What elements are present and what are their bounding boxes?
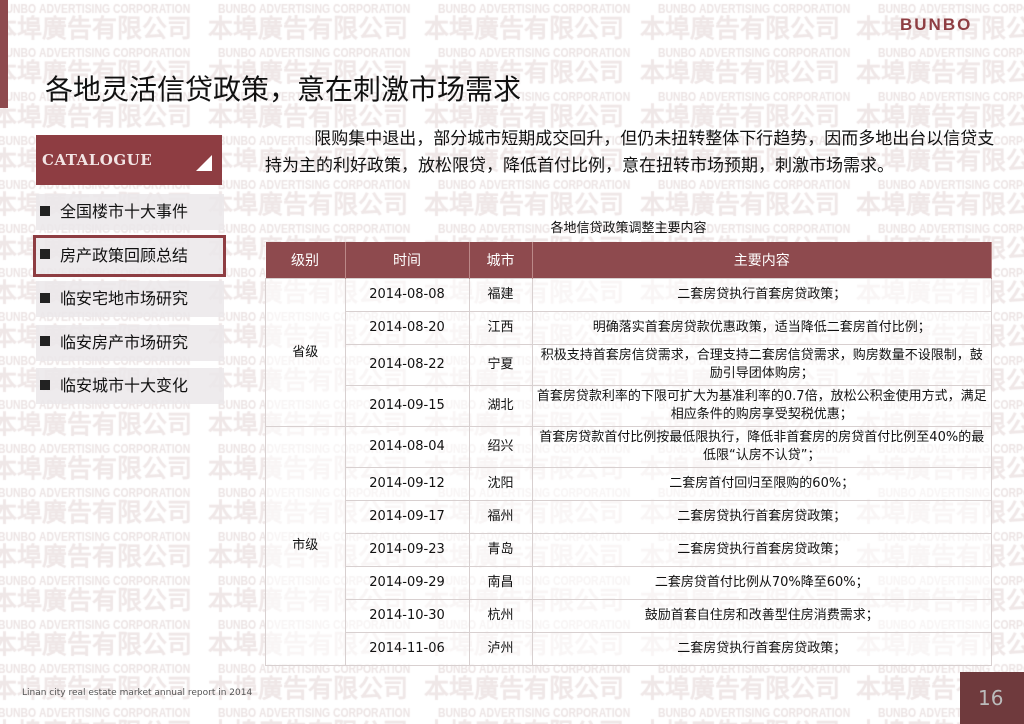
date-cell: 2014-08-22 [344,344,470,386]
catalogue-item-label: 临安城市十大变化 [60,376,189,395]
date-cell: 2014-11-06 [344,632,470,666]
footer-text: Linan city real estate market annual rep… [22,688,253,698]
city-cell: 杭州 [468,599,533,633]
table-row: 2014-10-30 杭州 鼓励首套自住房和改善型住房消费需求； [266,599,992,633]
catalogue-header: CATALOGUE [36,135,222,185]
content-cell: 二套房贷执行首套房贷政策； [531,278,992,312]
bullet-square-icon [40,336,50,346]
city-cell: 福建 [468,278,533,312]
content-cell: 二套房首付回归至限购的60%； [531,467,992,501]
content-cell: 首套房贷款利率的下限可扩大为基准利率的0.7倍，放松公积金使用方式，满足相应条件… [531,385,992,427]
city-cell: 湖北 [468,385,533,427]
date-cell: 2014-09-29 [344,566,470,600]
table-row: 2014-09-23 青岛 二套房贷执行首套房贷政策； [266,533,992,567]
date-cell: 2014-09-15 [344,385,470,427]
city-cell: 宁夏 [468,344,533,386]
city-cell: 南昌 [468,566,533,600]
content-cell: 二套房贷首付比例从70%降至60%； [531,566,992,600]
table-row: 省级 2014-08-08 福建 二套房贷执行首套房贷政策； [265,278,992,427]
table-header-row: 级别 时间 城市 主要内容 [265,242,992,279]
page-number-box: 16 [960,672,1024,724]
city-cell: 福州 [468,500,533,534]
catalogue-item-label: 临安房产市场研究 [60,332,189,352]
bullet-square-icon [40,292,50,303]
content-cell: 积极支持首套房信贷需求，合理支持二套房信贷需求，购房数量不设限制，鼓励引导团体购… [531,344,992,386]
catalogue-item-label: 房产政策回顾总结 [60,245,189,265]
bunbo-logo: BUNBO [900,15,973,34]
table-row: 2014-08-22 宁夏 积极支持首套房信贷需求，合理支持二套房信贷需求，购房数量… [266,344,992,386]
col-date: 时间 [345,242,470,279]
accent-bar [0,0,8,108]
catalogue-item-label: 全国楼市十大事件 [60,202,189,221]
content-cell: 二套房贷执行首套房贷政策； [531,632,992,666]
table-row: 市级 2014-08-04 绍兴 首套房贷款首付比例按最低限执行，降低非首套房的房贷首… [265,426,992,666]
date-cell: 2014-08-08 [344,278,470,312]
catalogue-item[interactable]: 全国楼市十大事件 [36,194,224,230]
date-cell: 2014-09-12 [344,467,470,501]
col-level: 级别 [265,242,346,279]
catalogue-item-label: 临安宅地市场研究 [60,289,189,308]
table-row: 2014-09-29 南昌 二套房贷首付比例从70%降至60%； [266,566,992,600]
date-cell: 2014-08-04 [344,426,470,468]
level-cell: 省级 [265,278,346,427]
table-title: 各地信贷政策调整主要内容 [550,221,707,236]
table-row: 2014-09-12 沈阳 二套房首付回归至限购的60%； [266,467,992,501]
page-title: 各地灵活信贷政策，意在刺激市场需求 [45,73,522,106]
content-cell: 鼓励首套自住房和改善型住房消费需求； [531,599,992,633]
page-number: 16 [978,686,1004,710]
table-row: 2014-08-20 江西 明确落实首套房贷款优惠政策，适当降低二套房首付比例； [266,311,992,345]
bullet-square-icon [40,249,50,259]
city-cell: 青岛 [468,533,533,567]
policy-table: 级别 时间 城市 主要内容 省级 2014-08-08 福建 二套房贷执行首套房贷政策… [265,242,992,666]
date-cell: 2014-09-17 [344,500,470,534]
table-row: 2014-09-17 福州 二套房贷执行首套房贷政策； [266,500,992,534]
catalogue-heading: CATALOGUE [42,151,153,169]
bullet-square-icon [40,205,50,216]
col-city: 城市 [469,242,533,279]
col-content: 主要内容 [532,242,992,279]
content-cell: 二套房贷执行首套房贷政策； [531,533,992,567]
catalogue-item[interactable]: 临安宅地市场研究 [36,281,224,317]
table-row: 2014-11-06 泸州 二套房贷执行首套房贷政策； [266,632,992,666]
table-row: 2014-09-15 湖北 首套房贷款利率的下限可扩大为基准利率的0.7倍，放松公积… [266,385,992,427]
catalogue-item[interactable]: 临安城市十大变化 [36,368,224,404]
content-cell: 明确落实首套房贷款优惠政策，适当降低二套房首付比例； [531,311,992,345]
catalogue-item[interactable]: 临安房产市场研究 [36,324,224,361]
city-cell: 沈阳 [468,467,533,501]
date-cell: 2014-08-20 [344,311,470,345]
date-cell: 2014-10-30 [344,599,470,633]
content-cell: 二套房贷执行首套房贷政策； [531,500,992,534]
city-cell: 绍兴 [468,426,533,468]
city-cell: 泸州 [468,632,533,666]
level-cell: 市级 [265,426,346,666]
catalogue-item[interactable]: 房产政策回顾总结 [33,234,226,277]
bullet-square-icon [40,379,50,390]
city-cell: 江西 [468,311,533,345]
corner-triangle-icon [196,155,212,171]
date-cell: 2014-09-23 [344,533,470,567]
content-cell: 首套房贷款首付比例按最低限执行，降低非首套房的房贷首付比例至40%的最低限“认房… [531,426,992,468]
intro-paragraph: 限购集中退出，部分城市短期成交回升，但仍未扭转整体下行趋势，因而多地出台以信贷支… [265,129,995,176]
